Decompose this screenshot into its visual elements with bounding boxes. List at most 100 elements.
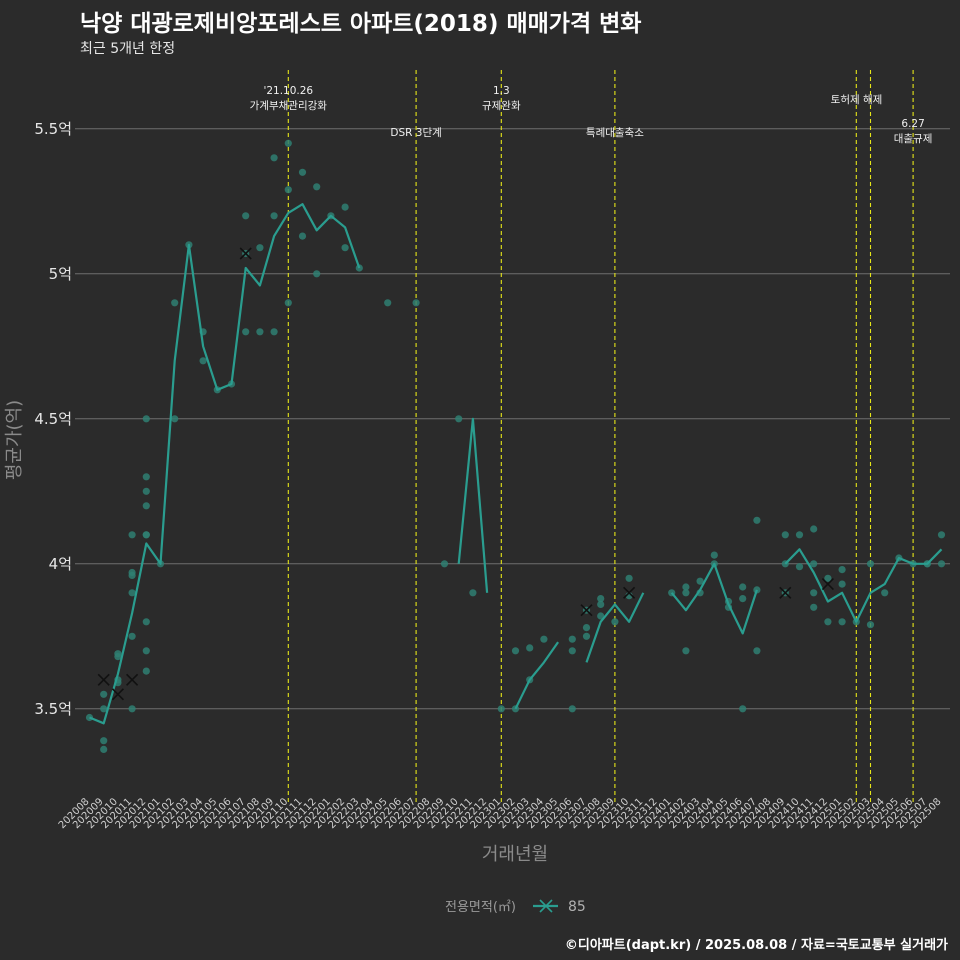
grid-lines <box>75 128 950 710</box>
transaction-point <box>511 705 520 713</box>
transaction-point <box>781 531 789 539</box>
event-annotation-label: 가계부채관리강화 <box>250 100 328 112</box>
transaction-point <box>881 589 889 597</box>
transaction-point <box>142 667 150 675</box>
transaction-point <box>298 232 307 240</box>
x-marker-stroke <box>126 673 139 686</box>
transaction-point <box>824 618 832 626</box>
transaction-point <box>810 589 818 597</box>
transaction-point <box>100 690 108 698</box>
transaction-point <box>597 612 605 620</box>
transaction-point <box>838 580 846 588</box>
y-tick-label: 4억 <box>49 555 72 573</box>
transaction-point <box>568 647 576 655</box>
transaction-point <box>298 168 307 176</box>
average-price-line <box>89 203 943 725</box>
x-axis-title: 거래년월 <box>482 844 548 865</box>
transaction-point <box>313 183 321 191</box>
x-marker-stroke <box>239 247 252 260</box>
transaction-point <box>256 328 264 336</box>
event-annotation-label: 6.27 <box>901 118 924 130</box>
transaction-point <box>937 531 946 539</box>
transaction-point <box>270 328 278 336</box>
chart-title: 낙양 대광로제비앙포레스트 아파트(2018) 매매가격 변화 <box>80 11 642 37</box>
transaction-point <box>256 244 264 252</box>
transaction-point <box>128 589 136 597</box>
transaction-point <box>838 566 846 574</box>
x-marker-stroke <box>97 673 110 686</box>
x-marker-stroke <box>821 578 834 591</box>
transaction-point <box>810 560 818 568</box>
transaction-points <box>85 139 946 754</box>
transaction-point <box>128 705 136 713</box>
x-marker-stroke <box>779 586 792 599</box>
x-marker <box>623 586 636 599</box>
transaction-point <box>866 560 875 568</box>
x-marker <box>821 578 834 591</box>
transaction-point <box>511 647 520 655</box>
transaction-point <box>582 624 591 632</box>
transaction-point <box>284 299 292 307</box>
transaction-point <box>341 244 349 252</box>
x-marker <box>580 604 593 617</box>
transaction-point <box>795 563 804 571</box>
event-annotation-label: DSR 3단계 <box>390 127 441 139</box>
chart-subtitle: 최근 5개년 한정 <box>80 41 176 57</box>
transaction-point <box>682 583 690 591</box>
y-tick-label: 5억 <box>49 265 72 283</box>
event-lines <box>287 70 914 805</box>
x-markers <box>97 247 834 701</box>
transaction-point <box>142 531 150 539</box>
average-line-segment <box>670 562 758 635</box>
transaction-point <box>795 531 804 539</box>
transaction-point <box>100 737 108 745</box>
transaction-point <box>171 415 179 423</box>
transaction-point <box>611 618 619 626</box>
transaction-point <box>142 473 150 481</box>
legend-title: 전용면적(㎡) <box>445 900 516 915</box>
transaction-point <box>142 502 150 510</box>
transaction-point <box>128 531 136 539</box>
event-annotation-label: 1.3 <box>493 85 510 97</box>
transaction-point <box>142 487 150 495</box>
transaction-point <box>568 705 576 713</box>
x-tick-labels: 2020082020092020102020112020122021012021… <box>57 796 944 831</box>
footer-credit: ©디아파트(dapt.kr) / 2025.08.08 / 자료=국토교통부 실… <box>564 938 948 953</box>
transaction-point <box>469 589 477 597</box>
x-marker <box>239 247 252 260</box>
transaction-point <box>242 212 250 220</box>
transaction-point <box>284 186 292 194</box>
transaction-point <box>142 415 150 423</box>
event-annotation-label: '21.10.26 <box>263 85 313 97</box>
transaction-point <box>100 705 108 713</box>
average-line-segment <box>514 641 560 710</box>
event-annotation-label: 대출규제 <box>894 133 933 145</box>
transaction-point <box>682 589 690 597</box>
transaction-point <box>753 647 761 655</box>
transaction-point <box>270 212 278 220</box>
transaction-point <box>597 595 605 603</box>
transaction-point <box>739 705 747 713</box>
x-marker <box>111 688 124 701</box>
x-marker <box>97 673 110 686</box>
transaction-point <box>710 551 718 559</box>
x-marker <box>126 673 139 686</box>
transaction-point <box>810 525 818 533</box>
transaction-point <box>313 270 321 278</box>
transaction-point <box>753 516 761 524</box>
transaction-point <box>568 635 576 643</box>
transaction-point <box>866 621 875 629</box>
transaction-point <box>582 632 591 640</box>
transaction-point <box>824 574 832 582</box>
transaction-point <box>142 647 150 655</box>
transaction-point <box>142 618 150 626</box>
x-marker-stroke <box>623 586 636 599</box>
transaction-point <box>597 600 605 609</box>
event-annotation-label: 규제완화 <box>482 99 521 112</box>
x-marker-stroke <box>111 688 124 701</box>
transaction-point <box>625 574 633 582</box>
transaction-point <box>384 299 392 307</box>
legend-key-icon <box>533 899 558 913</box>
